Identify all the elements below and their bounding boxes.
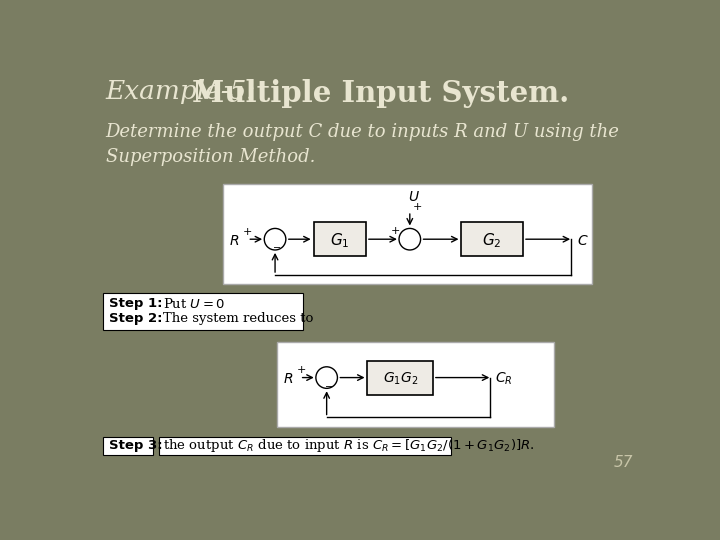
Text: $R$: $R$ [229,234,239,248]
Text: $G_1$: $G_1$ [330,232,349,250]
Text: Put $U = 0$: Put $U = 0$ [163,296,225,310]
Text: +: + [297,365,306,375]
Bar [102,437,153,455]
Text: $C$: $C$ [577,234,588,248]
Text: $-$: $-$ [272,241,281,251]
Bar [159,437,451,455]
Text: $U$: $U$ [408,190,420,204]
Text: the output $C_R$ due to input $R$ is $C_R = [G_1G_2/(1 + G_1G_2)]R$.: the output $C_R$ due to input $R$ is $C_… [163,437,535,455]
Text: +: + [390,226,400,236]
Text: Determine the output C due to inputs R and U using the
Superposition Method.: Determine the output C due to inputs R a… [106,123,619,166]
Text: $G_2$: $G_2$ [482,232,502,250]
Text: $G_1G_2$: $G_1G_2$ [382,371,418,387]
Text: Step 2:: Step 2: [109,313,162,326]
Text: Example-5:: Example-5: [106,79,264,104]
Bar [462,222,523,256]
Text: Step 3:: Step 3: [109,440,163,453]
Bar [222,184,593,284]
Text: Step 1:: Step 1: [109,297,162,310]
Bar [367,361,433,395]
Bar [102,293,303,330]
Text: The system reduces to: The system reduces to [163,313,313,326]
Text: $C_R$: $C_R$ [495,370,513,387]
Text: +: + [243,226,252,237]
Bar [314,222,366,256]
Text: $R$: $R$ [283,372,293,386]
Bar [276,342,554,427]
Text: 57: 57 [613,455,633,470]
Text: $-$: $-$ [323,380,333,389]
Text: +: + [413,202,422,212]
Text: Multiple Input System.: Multiple Input System. [192,79,569,107]
